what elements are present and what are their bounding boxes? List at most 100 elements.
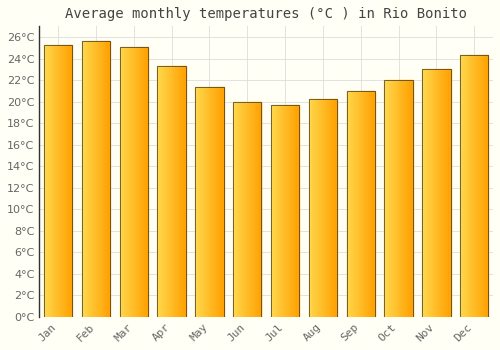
Bar xyxy=(201,86,202,317)
Bar xyxy=(290,105,291,317)
Bar xyxy=(255,102,256,317)
Bar xyxy=(162,66,163,317)
Bar xyxy=(291,105,292,317)
Bar xyxy=(158,66,186,317)
Bar xyxy=(99,41,100,317)
Bar xyxy=(218,86,219,317)
Bar xyxy=(364,91,366,317)
Bar xyxy=(250,102,251,317)
Bar xyxy=(197,86,198,317)
Bar xyxy=(174,66,176,317)
Bar xyxy=(97,41,98,317)
Bar xyxy=(260,102,262,317)
Bar xyxy=(410,80,411,317)
Bar xyxy=(394,80,396,317)
Bar xyxy=(98,41,99,317)
Bar xyxy=(104,41,106,317)
Bar xyxy=(96,41,97,317)
Bar xyxy=(372,91,373,317)
Bar xyxy=(147,47,148,317)
Bar xyxy=(328,99,330,317)
Bar xyxy=(319,99,320,317)
Bar xyxy=(373,91,374,317)
Bar xyxy=(239,102,240,317)
Bar xyxy=(285,105,286,317)
Bar xyxy=(296,105,298,317)
Bar xyxy=(101,41,102,317)
Bar xyxy=(400,80,402,317)
Bar xyxy=(436,69,438,317)
Bar xyxy=(196,86,224,317)
Bar xyxy=(408,80,409,317)
Bar xyxy=(196,86,224,317)
Bar xyxy=(100,41,101,317)
Bar xyxy=(352,91,353,317)
Bar xyxy=(473,55,474,317)
Bar xyxy=(282,105,283,317)
Bar xyxy=(59,44,60,317)
Title: Average monthly temperatures (°C ) in Rio Bonito: Average monthly temperatures (°C ) in Ri… xyxy=(65,7,467,21)
Bar xyxy=(102,41,104,317)
Bar xyxy=(384,80,412,317)
Bar xyxy=(318,99,319,317)
Bar xyxy=(200,86,201,317)
Bar xyxy=(206,86,208,317)
Bar xyxy=(212,86,213,317)
Bar xyxy=(438,69,439,317)
Bar xyxy=(384,80,386,317)
Bar xyxy=(58,44,59,317)
Bar xyxy=(374,91,375,317)
Bar xyxy=(179,66,180,317)
Bar xyxy=(168,66,169,317)
Bar xyxy=(133,47,134,317)
Bar xyxy=(84,41,86,317)
Bar xyxy=(368,91,369,317)
Bar xyxy=(240,102,242,317)
Bar xyxy=(68,44,70,317)
Bar xyxy=(370,91,371,317)
Bar xyxy=(221,86,222,317)
Bar xyxy=(371,91,372,317)
Bar xyxy=(127,47,128,317)
Bar xyxy=(283,105,284,317)
Bar xyxy=(163,66,164,317)
Bar xyxy=(353,91,354,317)
Bar xyxy=(434,69,436,317)
Bar xyxy=(393,80,394,317)
Bar xyxy=(482,55,484,317)
Bar xyxy=(446,69,448,317)
Bar xyxy=(199,86,200,317)
Bar xyxy=(472,55,473,317)
Bar xyxy=(439,69,440,317)
Bar xyxy=(132,47,133,317)
Bar xyxy=(402,80,404,317)
Bar xyxy=(326,99,328,317)
Bar xyxy=(271,105,272,317)
Bar xyxy=(169,66,170,317)
Bar xyxy=(384,80,412,317)
Bar xyxy=(422,69,450,317)
Bar xyxy=(294,105,296,317)
Bar xyxy=(158,66,160,317)
Bar xyxy=(425,69,426,317)
Bar xyxy=(120,47,122,317)
Bar xyxy=(233,102,262,317)
Bar xyxy=(140,47,141,317)
Bar xyxy=(158,66,186,317)
Bar xyxy=(387,80,388,317)
Bar xyxy=(316,99,317,317)
Bar xyxy=(422,69,450,317)
Bar xyxy=(314,99,316,317)
Bar xyxy=(108,41,110,317)
Bar xyxy=(330,99,332,317)
Bar xyxy=(82,41,83,317)
Bar xyxy=(409,80,410,317)
Bar xyxy=(463,55,464,317)
Bar xyxy=(460,55,488,317)
Bar xyxy=(392,80,393,317)
Bar xyxy=(176,66,178,317)
Bar xyxy=(202,86,203,317)
Bar xyxy=(430,69,432,317)
Bar xyxy=(324,99,325,317)
Bar xyxy=(477,55,478,317)
